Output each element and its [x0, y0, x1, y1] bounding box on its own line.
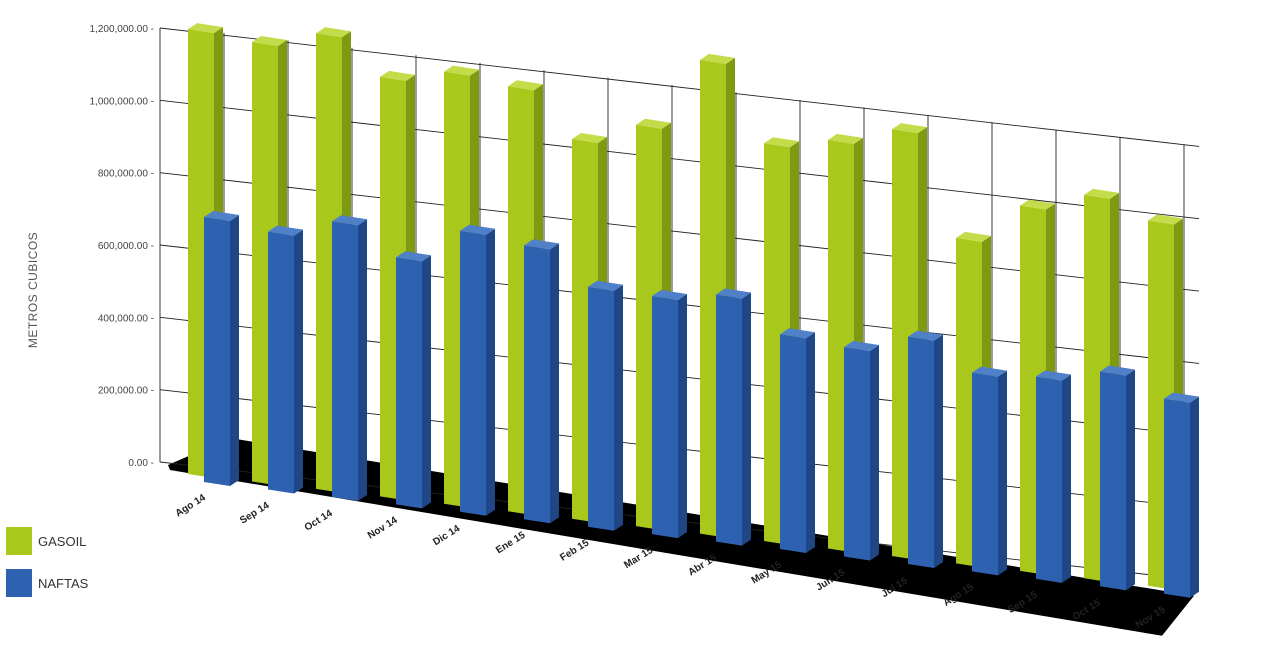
y-axis-ticks: 0.00 - 200,000.00 - 400,000.00 - 600,000.00… [90, 24, 155, 469]
bar-naftas-3 [396, 251, 431, 509]
legend-label-gasoil: GASOIL [38, 533, 87, 549]
bar-naftas-9 [780, 328, 815, 554]
bar-naftas-5 [524, 239, 559, 524]
y-tick-label: 600,000.00 - [98, 241, 154, 252]
bar-naftas-0 [204, 211, 239, 486]
legend-swatch-naftas [6, 569, 32, 597]
x-tick-label: Mar 15 [622, 545, 655, 571]
y-tick-label: 400,000.00 - [98, 313, 154, 324]
bar-naftas-4 [460, 224, 495, 516]
gridline-y-6 [159, 27, 1200, 147]
y-axis-title: METROS CUBICOS [26, 232, 40, 348]
x-tick-label: Feb 15 [558, 537, 591, 563]
legend-item-naftas: NAFTAS [6, 568, 88, 598]
y-tick-label: 800,000.00 - [98, 169, 154, 180]
x-tick-label: Oct 14 [303, 508, 335, 534]
bar-naftas-12 [972, 366, 1007, 576]
y-tick-label: 1,000,000.00 - [90, 96, 155, 107]
y-tick-label: 0.00 - [128, 458, 154, 469]
x-tick-label: Dic 14 [431, 523, 462, 548]
legend-item-gasoil: GASOIL [6, 526, 88, 556]
bar-naftas-6 [588, 280, 623, 531]
bar-naftas-10 [844, 341, 879, 561]
bar-naftas-7 [652, 290, 687, 539]
x-tick-label: Sep 14 [238, 500, 272, 527]
bar-naftas-11 [908, 330, 943, 568]
y-tick-label: 1,200,000.00 - [90, 24, 155, 35]
x-tick-label: Nov 14 [366, 515, 400, 542]
legend-swatch-gasoil [6, 527, 32, 555]
bar-naftas-1 [268, 225, 303, 494]
x-tick-label: Ene 15 [494, 530, 528, 557]
bar-naftas-13 [1036, 370, 1071, 583]
gridline-y-5 [159, 99, 1200, 220]
bar-naftas-15 [1164, 392, 1199, 598]
chart-bars-layer [188, 23, 1199, 598]
bar-naftas-14 [1100, 365, 1135, 591]
bar-naftas-2 [332, 215, 367, 501]
legend: GASOIL NAFTAS [6, 526, 88, 610]
legend-label-naftas: NAFTAS [38, 575, 89, 591]
bar-naftas-8 [716, 288, 751, 546]
x-tick-label: Ago 14 [174, 492, 208, 519]
y-tick-label: 200,000.00 - [98, 386, 154, 397]
